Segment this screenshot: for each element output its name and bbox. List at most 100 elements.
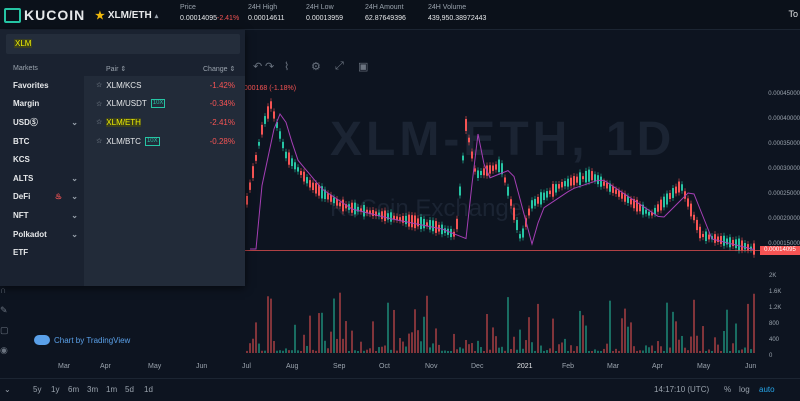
trade-link[interactable]: To [788, 9, 798, 19]
volume-bar [246, 350, 248, 353]
volume-bar [546, 350, 548, 353]
candle-body [534, 198, 536, 206]
pair-selector[interactable]: ★ XLM/ETH ▴ [95, 9, 158, 22]
star-icon[interactable]: ☆ [96, 82, 103, 90]
volume-bar [633, 346, 635, 353]
timeframe-5y[interactable]: 5y [33, 385, 42, 394]
market-margin[interactable]: Margin [13, 99, 40, 109]
star-icon[interactable]: ☆ [96, 119, 103, 127]
candle-body [684, 191, 686, 199]
pair-row-xlm-btc[interactable]: ☆ XLM/BTC 10X -0.28% [96, 136, 235, 146]
fullscreen-icon[interactable]: ⤢ [335, 60, 344, 72]
timeframe-3m[interactable]: 3m [87, 385, 99, 394]
pair-row-xlm-kcs[interactable]: ☆ XLM/KCS -1.42% [96, 80, 235, 90]
month-tick: Mar [607, 363, 620, 370]
candle-body [744, 243, 746, 250]
volume-bar [390, 349, 392, 353]
candle-body [501, 163, 503, 175]
redo-icon[interactable]: ↷ [265, 61, 275, 73]
volume-bar [450, 350, 452, 353]
volume-bar [258, 343, 260, 353]
candle-body [585, 170, 587, 183]
star-icon[interactable]: ★ [95, 10, 105, 22]
month-tick: May [697, 363, 711, 370]
market-nft[interactable]: NFT ⌄ [13, 210, 78, 220]
pair-row-xlm-eth[interactable]: ☆ XLM/ETH -2.41% [96, 117, 235, 127]
change-header[interactable]: Change ⇕ [203, 66, 236, 73]
volume-bar [429, 347, 431, 353]
timeframe-5d[interactable]: 5d [125, 385, 134, 394]
market-polkadot[interactable]: Polkadot ⌄ [13, 229, 78, 239]
candle-body [705, 231, 707, 242]
settings-icon[interactable]: ⚙ [311, 61, 321, 73]
log-toggle[interactable]: log [739, 385, 750, 394]
candle-body [396, 216, 398, 221]
volume-bar [723, 330, 725, 353]
volume-bar [423, 316, 425, 353]
market-alts[interactable]: ALTS ⌄ [13, 173, 78, 183]
timeframe-6m[interactable]: 6m [68, 385, 80, 394]
pair-row-xlm-usdt[interactable]: ☆ XLM/USDT 10X -0.34% [96, 99, 235, 109]
eye-icon[interactable]: ◉ [0, 345, 8, 355]
volume-bar [441, 350, 443, 353]
collapse-icon[interactable]: ⌄ [4, 385, 11, 394]
market-favorites[interactable]: Favorites [13, 80, 49, 90]
pair-header[interactable]: Pair ⇕ [106, 66, 127, 73]
volume-bar [387, 302, 389, 353]
auto-toggle[interactable]: auto [759, 385, 775, 394]
market-defi[interactable]: DeFi ♨ ⌄ [13, 192, 78, 202]
month-tick: Dec [471, 363, 484, 370]
volume-chart [246, 292, 755, 353]
candle-body [351, 202, 353, 213]
volume-bar [726, 309, 728, 353]
utc-clock[interactable]: 14:17:10 (UTC) [654, 385, 710, 394]
price-tick: 0.00035000 [768, 141, 800, 147]
camera-icon[interactable]: ▣ [358, 61, 369, 73]
candle-body [264, 116, 266, 124]
volume-bar [384, 345, 386, 353]
star-icon[interactable]: ☆ [96, 100, 103, 108]
volume-bar [534, 350, 536, 353]
candle-body [600, 176, 602, 187]
volume-bar [609, 300, 611, 353]
volume-bar [417, 330, 419, 353]
percent-toggle[interactable]: % [724, 385, 732, 394]
market-btc[interactable]: BTC [13, 136, 30, 146]
pairs-list: ☆ XLM/KCS -1.42% ☆ XLM/USDT 10X -0.34% ☆… [84, 76, 245, 286]
undo-icon[interactable]: ↶ [253, 61, 263, 73]
timeframe-1y[interactable]: 1y [51, 385, 60, 394]
candle-body [717, 236, 719, 243]
timeframe-1d[interactable]: 1d [144, 385, 153, 394]
market-usds[interactable]: USDⓈ ⌄ [13, 117, 78, 127]
volume-bar [648, 347, 650, 353]
volume-bar [663, 350, 665, 353]
magnet-icon[interactable]: ∩ [0, 285, 7, 295]
lock-icon[interactable]: ▢ [0, 325, 9, 335]
volume-bar [297, 350, 299, 353]
volume-bar [435, 328, 437, 353]
candle-body [753, 243, 755, 255]
volume-bar [498, 347, 500, 353]
volume-bar [669, 347, 671, 353]
candle-body [630, 198, 632, 205]
candle-body [624, 193, 626, 202]
candle-body [363, 205, 365, 217]
candle-body [315, 183, 317, 194]
market-etf[interactable]: ETF [13, 248, 29, 258]
candle-body [621, 192, 623, 199]
star-icon[interactable]: ☆ [96, 138, 103, 146]
volume-bar [561, 342, 563, 353]
candle-body [489, 165, 491, 174]
price-tick: 0.00030000 [768, 166, 800, 172]
indicator-icon[interactable]: ⌇ [284, 61, 290, 73]
kucoin-logo[interactable]: KUCOIN [4, 7, 85, 23]
timeframe-1m[interactable]: 1m [106, 385, 118, 394]
tradingview-badge[interactable]: Chart by TradingView [34, 335, 130, 345]
market-kcs[interactable]: KCS [13, 155, 30, 165]
volume-bar [342, 338, 344, 353]
pencil-icon[interactable]: ✎ [0, 305, 8, 315]
volume-bar [636, 350, 638, 353]
search-input[interactable]: XLM [6, 34, 240, 54]
volume-bar [666, 302, 668, 353]
candle-body [657, 204, 659, 212]
